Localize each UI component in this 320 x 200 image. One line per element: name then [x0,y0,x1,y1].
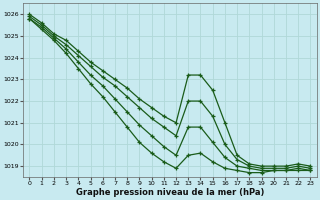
X-axis label: Graphe pression niveau de la mer (hPa): Graphe pression niveau de la mer (hPa) [76,188,264,197]
